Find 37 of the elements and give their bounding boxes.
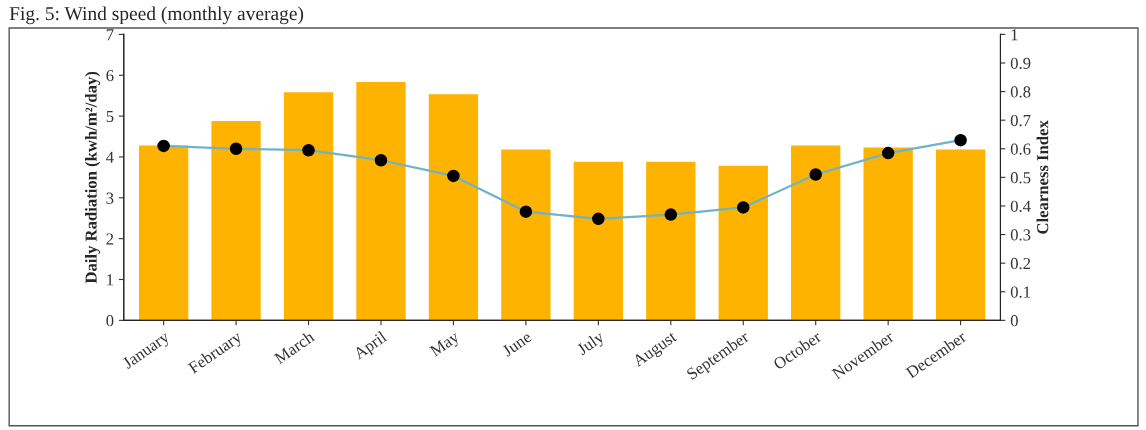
y2-tick-label: 0.4 (1010, 200, 1031, 212)
bar (644, 160, 697, 321)
y2-tick-label: 0.1 (1010, 286, 1031, 298)
y-tick-label: 4 (106, 151, 114, 163)
bar (210, 119, 263, 321)
y2-tick-label: 0.3 (1010, 229, 1031, 241)
bar (934, 148, 987, 321)
y2-tick-label: 0.2 (1010, 257, 1031, 270)
y-tick-label: 7 (106, 29, 114, 41)
y2-tick-label: 1 (1011, 29, 1018, 41)
y2-tick-label: 0.5 (1010, 172, 1031, 184)
bar (572, 160, 625, 321)
y-tick-label: 6 (106, 70, 114, 82)
y2-tick-label: 0 (1010, 315, 1018, 327)
y2-tick-label: 0.6 (1010, 143, 1031, 155)
bar (499, 148, 552, 321)
bar (427, 92, 480, 321)
y-tick-label: 2 (106, 233, 114, 245)
y-tick-label: 3 (106, 192, 114, 204)
chart-title: Fig. 5: Wind speed (monthly average) (9, 6, 304, 25)
bar (282, 90, 335, 321)
y-tick-label: 5 (106, 110, 114, 123)
y2-tick-label: 0.8 (1010, 86, 1031, 98)
bar (354, 80, 408, 321)
bar (717, 164, 770, 321)
bar (862, 146, 915, 321)
y2-tick-label: 0.7 (1010, 114, 1031, 127)
y-axis-title: Daily Radiation (kwh/m²/day) (85, 71, 101, 284)
y-tick-label: 1 (107, 274, 114, 286)
x-tick-label: June (501, 330, 533, 357)
bar (137, 143, 190, 321)
y2-tick-label: 0.9 (1010, 57, 1031, 70)
x-tick-label: May (429, 330, 463, 360)
y-tick-label: 0 (106, 315, 114, 327)
x-tick-label: July (575, 330, 607, 359)
bar (789, 143, 842, 321)
y2-axis-title: Clearness Index (1036, 120, 1049, 234)
